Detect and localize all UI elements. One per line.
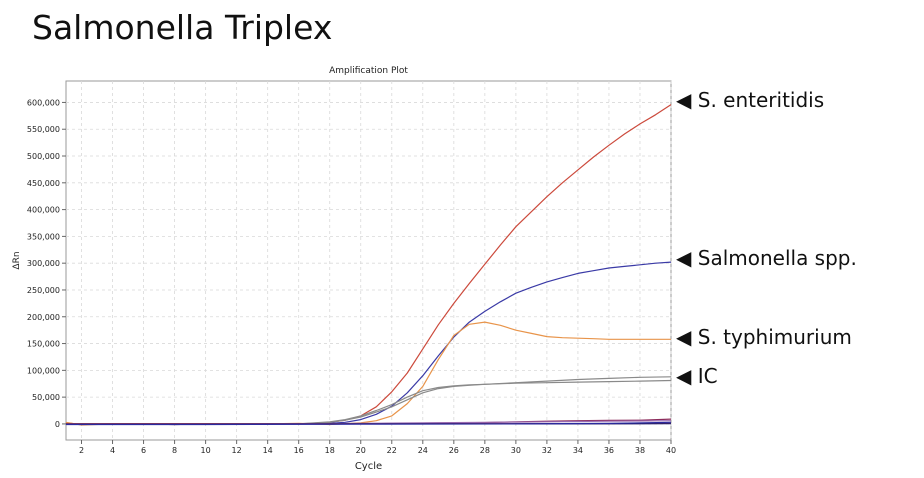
left-arrow-icon: ◀ (676, 325, 692, 349)
annotation-label: IC (697, 364, 718, 388)
y-tick-label: 450,000 (27, 179, 60, 188)
y-tick-label: 300,000 (27, 259, 60, 268)
x-tick-label: 14 (263, 446, 273, 455)
x-tick-label: 20 (356, 446, 366, 455)
x-tick-label: 16 (294, 446, 304, 455)
annotation-label: S. typhimurium (697, 325, 852, 349)
left-arrow-icon: ◀ (676, 88, 692, 112)
x-tick-label: 30 (511, 446, 521, 455)
y-tick-label: 50,000 (32, 393, 60, 402)
x-tick-label: 32 (542, 446, 552, 455)
x-tick-label: 40 (666, 446, 676, 455)
x-tick-label: 24 (418, 446, 428, 455)
left-arrow-icon: ◀ (676, 364, 692, 388)
annotation-salmonella-spp: ◀ Salmonella spp. (676, 246, 857, 270)
y-tick-label: 400,000 (27, 206, 60, 215)
y-tick-label: 0 (55, 420, 60, 429)
y-tick-label: 250,000 (27, 286, 60, 295)
left-arrow-icon: ◀ (676, 246, 692, 270)
y-tick-label: 600,000 (27, 98, 60, 107)
y-tick-label: 150,000 (27, 340, 60, 349)
x-tick-label: 2 (79, 446, 84, 455)
y-axis-label: ΔRn (12, 251, 22, 269)
x-tick-label: 28 (480, 446, 490, 455)
y-tick-label: 500,000 (27, 152, 60, 161)
annotation-s-enteritidis: ◀ S. enteritidis (676, 88, 824, 112)
x-tick-label: 34 (573, 446, 583, 455)
y-tick-label: 200,000 (27, 313, 60, 322)
x-axis-label: Cycle (355, 461, 382, 472)
annotation-label: Salmonella spp. (697, 246, 857, 270)
plot-area (65, 80, 672, 441)
chart-title: Amplification Plot (329, 66, 408, 76)
series-line (66, 421, 672, 426)
x-tick-label: 4 (110, 446, 115, 455)
annotation-ic: ◀ IC (676, 364, 718, 388)
x-tick-label: 10 (201, 446, 211, 455)
x-tick-label: 38 (635, 446, 645, 455)
annotation-label: S. enteritidis (697, 88, 825, 112)
x-tick-label: 36 (604, 446, 614, 455)
x-tick-label: 6 (141, 446, 146, 455)
y-tick-label: 350,000 (27, 232, 60, 241)
page-title: Salmonella Triplex (32, 8, 333, 47)
x-tick-label: 18 (325, 446, 335, 455)
x-tick-label: 26 (449, 446, 459, 455)
annotation-s-typhimurium: ◀ S. typhimurium (676, 325, 852, 349)
x-tick-label: 22 (387, 446, 397, 455)
y-tick-label: 550,000 (27, 125, 60, 134)
x-tick-label: 8 (172, 446, 177, 455)
y-tick-label: 100,000 (27, 366, 60, 375)
x-tick-label: 12 (232, 446, 242, 455)
